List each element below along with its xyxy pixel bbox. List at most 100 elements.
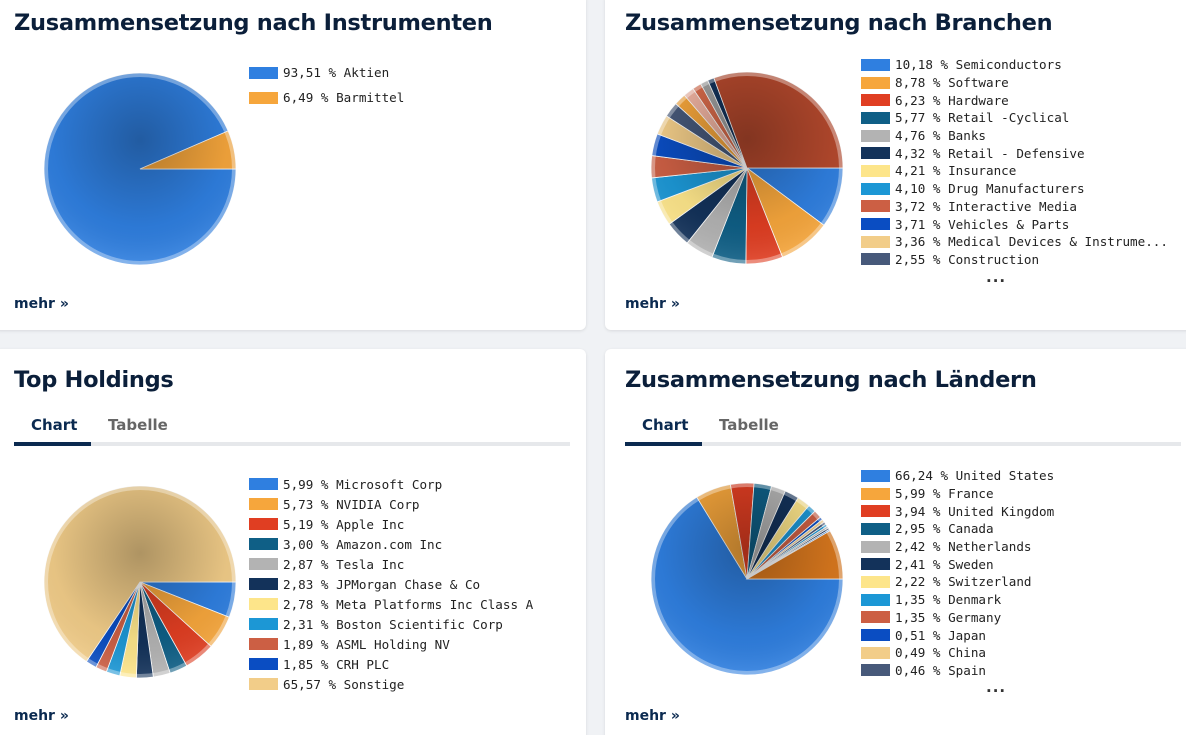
legend-item[interactable]: 10,18 % Semiconductors: [861, 56, 1168, 74]
legend-item[interactable]: 66,24 % United States: [861, 467, 1054, 485]
legend-label: 3,00 % Amazon.com Inc: [283, 536, 443, 552]
legend-item[interactable]: 0,49 % China: [861, 644, 1054, 662]
legend-item[interactable]: 6,23 % Hardware: [861, 91, 1168, 109]
legend-label: 5,99 % France: [895, 486, 994, 502]
legend-label: 2,55 % Construction: [895, 251, 1040, 267]
tab-bar: Chart Tabelle: [14, 416, 570, 446]
card-title: Zusammensetzung nach Instrumenten: [14, 10, 493, 36]
legend-item[interactable]: 0,51 % Japan: [861, 626, 1054, 644]
legend-item[interactable]: 2,83 % JPMorgan Chase & Co: [249, 574, 533, 594]
legend-item[interactable]: 93,51 % Aktien: [249, 60, 404, 85]
legend-label: 4,10 % Drug Manufacturers: [895, 181, 1085, 197]
legend-label: 0,51 % Japan: [895, 627, 986, 643]
mehr-link[interactable]: mehr »: [14, 296, 69, 312]
legend-item[interactable]: 1,35 % Germany: [861, 609, 1054, 627]
pie-chart-branches: [650, 71, 844, 265]
tab-tabelle[interactable]: Tabelle: [108, 416, 168, 434]
legend-swatch: [861, 76, 890, 89]
legend-swatch: [249, 91, 278, 104]
mehr-link[interactable]: mehr »: [14, 708, 69, 724]
tab-chart[interactable]: Chart: [642, 416, 689, 434]
legend-item[interactable]: 6,49 % Barmittel: [249, 85, 404, 110]
active-tab-indicator: [625, 442, 702, 446]
legend-label: 5,19 % Apple Inc: [283, 516, 405, 532]
legend-item[interactable]: 4,76 % Banks: [861, 127, 1168, 145]
legend-item[interactable]: 5,19 % Apple Inc: [249, 514, 533, 534]
legend-item[interactable]: 2,87 % Tesla Inc: [249, 554, 533, 574]
legend-swatch: [861, 182, 890, 195]
legend-item[interactable]: 0,46 % Spain: [861, 662, 1054, 680]
legend-item[interactable]: 2,22 % Switzerland: [861, 573, 1054, 591]
legend-swatch: [861, 129, 890, 142]
legend-label: 2,78 % Meta Platforms Inc Class A: [283, 596, 534, 612]
legend-item[interactable]: 1,85 % CRH PLC: [249, 654, 533, 674]
legend-item[interactable]: 5,99 % France: [861, 485, 1054, 503]
legend-swatch: [861, 94, 890, 107]
legend-swatch: [861, 558, 890, 571]
legend-label: 10,18 % Semiconductors: [895, 57, 1062, 73]
legend-swatch: [861, 235, 890, 248]
legend-swatch: [861, 593, 890, 606]
legend-item[interactable]: 4,21 % Insurance: [861, 162, 1168, 180]
legend-item[interactable]: 5,73 % NVIDIA Corp: [249, 494, 533, 514]
legend-swatch: [249, 598, 278, 610]
pie-chart-countries: [650, 482, 844, 676]
legend-swatch: [861, 664, 890, 677]
mehr-link[interactable]: mehr »: [625, 708, 680, 724]
legend-label: 6,23 % Hardware: [895, 92, 1009, 108]
legend-branches: 10,18 % Semiconductors 8,78 % Software 6,2…: [861, 56, 1168, 268]
legend-item[interactable]: 1,35 % Denmark: [861, 591, 1054, 609]
legend-swatch: [861, 611, 890, 624]
card-top-holdings: Top Holdings Chart Tabelle 5,99 % Micros…: [0, 349, 586, 735]
tab-chart[interactable]: Chart: [31, 416, 78, 434]
legend-label: 0,46 % Spain: [895, 662, 986, 678]
legend-swatch: [249, 538, 278, 550]
card-countries: Zusammensetzung nach Ländern Chart Tabel…: [605, 349, 1186, 735]
legend-label: 3,71 % Vehicles & Parts: [895, 216, 1070, 232]
legend-label: 5,99 % Microsoft Corp: [283, 476, 443, 492]
legend-label: 1,85 % CRH PLC: [283, 656, 390, 672]
legend-swatch: [861, 487, 890, 500]
active-tab-indicator: [14, 442, 91, 446]
legend-label: 2,31 % Boston Scientific Corp: [283, 616, 503, 632]
legend-item[interactable]: 1,89 % ASML Holding NV: [249, 634, 533, 654]
legend-swatch: [249, 638, 278, 650]
legend-label: 2,83 % JPMorgan Chase & Co: [283, 576, 481, 592]
pie-chart-instruments: [43, 72, 237, 266]
legend-item[interactable]: 3,72 % Interactive Media: [861, 198, 1168, 216]
legend-item[interactable]: 5,77 % Retail -Cyclical: [861, 109, 1168, 127]
legend-swatch: [861, 200, 890, 213]
legend-item[interactable]: 3,94 % United Kingdom: [861, 502, 1054, 520]
legend-item[interactable]: 2,41 % Sweden: [861, 555, 1054, 573]
legend-item[interactable]: 8,78 % Software: [861, 74, 1168, 92]
legend-label: 1,89 % ASML Holding NV: [283, 636, 450, 652]
legend-item[interactable]: 2,95 % Canada: [861, 520, 1054, 538]
legend-instruments: 93,51 % Aktien 6,49 % Barmittel: [249, 60, 404, 110]
card-title: Zusammensetzung nach Branchen: [625, 10, 1053, 36]
legend-swatch: [861, 575, 890, 588]
legend-item[interactable]: 2,31 % Boston Scientific Corp: [249, 614, 533, 634]
legend-label: 3,72 % Interactive Media: [895, 198, 1077, 214]
legend-item[interactable]: 65,57 % Sonstige: [249, 674, 533, 694]
legend-item[interactable]: 3,36 % Medical Devices & Instrume...: [861, 233, 1168, 251]
legend-swatch: [861, 522, 890, 535]
card-title: Top Holdings: [14, 367, 174, 393]
legend-item[interactable]: 2,42 % Netherlands: [861, 538, 1054, 556]
legend-label: 3,36 % Medical Devices & Instrume...: [895, 234, 1168, 250]
legend-item[interactable]: 4,32 % Retail - Defensive: [861, 144, 1168, 162]
legend-item[interactable]: 4,10 % Drug Manufacturers: [861, 180, 1168, 198]
legend-item[interactable]: 3,00 % Amazon.com Inc: [249, 534, 533, 554]
legend-label: 2,22 % Switzerland: [895, 574, 1032, 590]
legend-label: 2,87 % Tesla Inc: [283, 556, 405, 572]
legend-item[interactable]: 5,99 % Microsoft Corp: [249, 474, 533, 494]
tab-tabelle[interactable]: Tabelle: [719, 416, 779, 434]
legend-item[interactable]: 2,78 % Meta Platforms Inc Class A: [249, 594, 533, 614]
legend-label: 0,49 % China: [895, 645, 986, 661]
legend-item[interactable]: 3,71 % Vehicles & Parts: [861, 215, 1168, 233]
legend-item[interactable]: 2,55 % Construction: [861, 251, 1168, 269]
mehr-link[interactable]: mehr »: [625, 296, 680, 312]
legend-swatch: [861, 629, 890, 642]
legend-label: 1,35 % Germany: [895, 609, 1002, 625]
legend-holdings: 5,99 % Microsoft Corp 5,73 % NVIDIA Corp 5…: [249, 474, 533, 694]
legend-label: 5,77 % Retail -Cyclical: [895, 110, 1070, 126]
